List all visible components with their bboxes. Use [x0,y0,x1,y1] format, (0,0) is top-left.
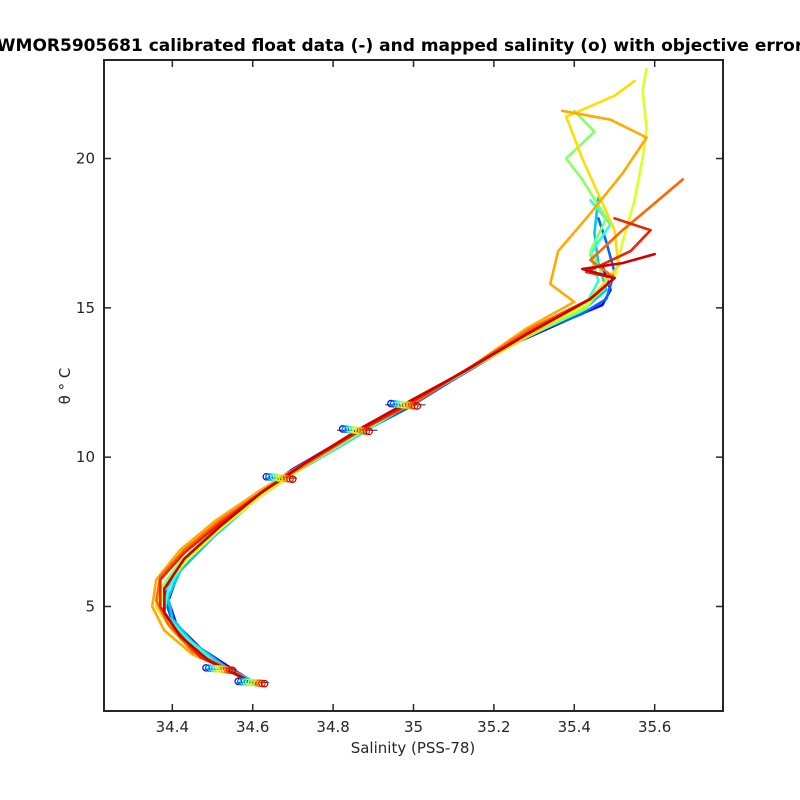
mapped-marker [283,474,292,483]
mapped-marker [402,401,411,409]
plot-background [104,60,723,711]
mapped-marker [226,666,234,674]
mapped-marker [362,427,371,435]
y-tick-label: 20 [76,150,95,168]
mapped-marker [258,679,266,688]
mapped-marker [357,426,365,435]
mapped-marker [223,665,231,674]
mapped-marker [252,679,261,687]
mapped-marker [255,679,264,688]
mapped-marker [413,402,422,410]
x-tick-label: 34.6 [236,718,269,736]
mapped-marker [408,401,416,410]
mapped-marker [260,679,269,688]
mapped-marker [387,399,395,408]
x-axis-label: Salinity (PSS-78) [351,739,476,757]
y-tick-label: 5 [85,597,95,615]
y-axis: 5 10 15 20 [76,150,723,615]
mapped-marker [400,400,408,409]
mapped-marker [344,425,352,434]
mapped-marker [275,474,284,482]
mapped-marker [365,427,373,436]
mapped-marker [281,474,289,483]
mapped-marker [265,473,273,481]
mapped-marker [410,401,419,410]
x-axis: 34.4 34.6 34.8 35 35.2 35.4 35.6 [156,60,671,736]
mapped-point [262,472,297,483]
mapped-marker [338,425,347,433]
mapped-marker [349,426,358,434]
mapped-point [234,677,269,688]
mapped-marker [389,400,398,408]
mapped-marker [278,474,286,482]
mapped-marker [204,664,213,672]
mapped-marker [215,665,224,673]
x-tick-label: 34.8 [316,718,349,736]
plot-area [103,59,724,712]
chart-title: WMOR5905681 calibrated float data (-) an… [0,36,800,56]
mapped-marker [395,400,403,409]
mapped-marker [286,475,294,483]
mapped-marker [397,400,406,409]
mapped-marker [346,425,355,434]
mapped-marker [202,664,210,672]
mapped-marker [267,473,276,482]
mapped-marker [220,665,229,674]
x-tick-label: 35.2 [477,718,510,736]
mapped-marker [360,427,368,435]
mapped-marker [207,664,216,673]
mapped-marker [242,678,250,686]
mapped-marker [237,677,245,686]
x-tick-label: 35.4 [558,718,591,736]
mapped-marker [239,677,248,686]
x-tick-label: 35 [404,718,423,736]
y-tick-label: 15 [76,299,95,317]
mapped-marker [247,678,256,687]
mapped-marker [234,677,243,686]
x-tick-label: 35.6 [638,718,671,736]
mapped-marker [212,665,221,673]
mapped-marker [228,666,237,675]
mapped-marker [352,426,360,434]
mapped-marker [405,401,414,410]
mapped-marker [288,475,297,483]
mapped-point [337,425,378,436]
mapped-marker [354,426,363,435]
mapped-marker [392,400,401,408]
mapped-marker [210,664,218,673]
mapped-marker [273,473,281,482]
mapped-marker [262,472,271,481]
mapped-marker [218,665,226,674]
mapped-layer [202,399,426,688]
y-axis-label: θ ° C [56,368,74,405]
mapped-marker [244,678,253,687]
x-tick-label: 34.4 [156,718,189,736]
profile-line-11 [163,252,657,683]
mapped-point [385,399,426,410]
mapped-point [202,664,237,675]
mapped-marker [341,425,350,434]
y-tick-label: 10 [76,448,95,466]
mapped-marker [270,473,279,482]
mapped-marker [250,678,258,687]
